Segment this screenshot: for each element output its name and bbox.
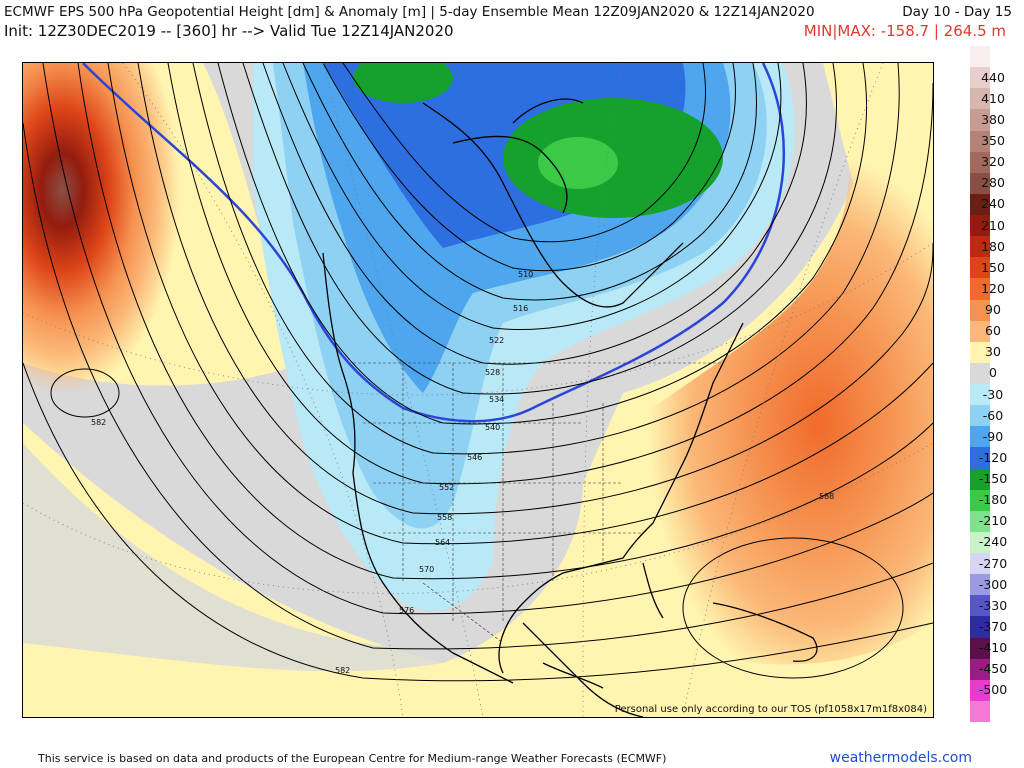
colorbar-label: 150 [981, 259, 1005, 275]
colorbar-swatch [970, 531, 990, 554]
anomaly-map: 582 510 516 522 528 534 540 546 552 558 … [22, 62, 934, 718]
contour-label: 516 [513, 304, 528, 313]
colorbar-label: 410 [981, 90, 1005, 106]
tos-note: Personal use only according to our TOS (… [614, 704, 927, 715]
colorbar-swatch [970, 679, 990, 702]
colorbar-swatch [970, 236, 990, 258]
colorbar-swatch [970, 468, 990, 491]
colorbar-swatch [970, 595, 990, 617]
colorbar-swatch [970, 616, 990, 638]
colorbar-swatch [970, 510, 990, 533]
contour-label: 546 [467, 453, 482, 462]
positive-anomaly-east [553, 63, 933, 665]
coastlines [322, 98, 818, 717]
contour-label: 552 [439, 483, 454, 492]
negative-anomaly-peak [538, 137, 618, 189]
colorbar-swatch [970, 172, 990, 195]
colorbar-swatch [970, 405, 990, 427]
colorbar-label: -300 [978, 576, 1008, 592]
colorbar-swatch [970, 341, 990, 364]
colorbar-label: 30 [985, 344, 1001, 360]
colorbar-swatch [970, 257, 990, 279]
contour-label: 570 [419, 565, 434, 574]
colorbar-swatch [970, 384, 990, 406]
negative-anomaly-core-north [353, 63, 453, 103]
contour-label: 522 [489, 336, 504, 345]
colorbar-label: 440 [981, 69, 1005, 85]
colorbar-swatch [970, 299, 990, 322]
positive-anomaly-west [23, 63, 285, 517]
colorbar-label: 350 [981, 133, 1005, 149]
colorbar-label: -370 [978, 618, 1008, 634]
colorbar-swatch [970, 278, 990, 300]
colorbar-swatch [970, 553, 990, 575]
colorbar-label: -180 [978, 492, 1008, 508]
colorbar-swatch [970, 215, 990, 237]
colorbar-label: -60 [982, 407, 1004, 423]
colorbar-label: -120 [978, 449, 1008, 465]
colorbar-label: 180 [981, 238, 1005, 254]
colorbar-legend: 440 410 380 350 320 280 240 210 180 150 120 90 60 30 0… [968, 46, 1018, 722]
min-max-readout: MIN|MAX: -158.7 | 264.5 m [803, 22, 1006, 40]
colorbar-label: -410 [978, 640, 1008, 656]
colorbar-swatch [970, 447, 990, 469]
colorbar-label: 60 [985, 323, 1001, 339]
map-canvas: 582 510 516 522 528 534 540 546 552 558 … [23, 63, 933, 717]
day-range: Day 10 - Day 15 [902, 4, 1012, 20]
contour-labels: 582 510 516 522 528 534 540 546 552 558 … [91, 270, 834, 675]
zero-anomaly-line [82, 63, 786, 423]
colorbar-swatch [970, 151, 990, 174]
height-contours [23, 63, 933, 682]
contour-label: 582 [335, 666, 350, 675]
colorbar-swatch [970, 637, 990, 660]
colorbar-label: 210 [981, 217, 1005, 233]
colorbar-label: 280 [981, 175, 1005, 191]
colorbar-label: -210 [978, 513, 1008, 529]
contour-label: 510 [518, 270, 533, 279]
contour-label: 576 [399, 606, 414, 615]
contour-label: 582 [91, 418, 106, 427]
colorbar-label: 120 [981, 280, 1005, 296]
colorbar-label: 380 [981, 111, 1005, 127]
colorbar-swatch [970, 130, 990, 153]
colorbar-label: -150 [978, 471, 1008, 487]
colorbar-swatch [970, 46, 990, 68]
colorbar-label: 320 [981, 154, 1005, 170]
colorbar-label: -30 [982, 386, 1004, 402]
footer-note: This service is based on data and produc… [38, 752, 667, 765]
colorbar-label: -500 [978, 682, 1008, 698]
colorbar-swatch [970, 67, 990, 89]
contour-label: 558 [437, 513, 452, 522]
site-link[interactable]: weathermodels.com [829, 750, 972, 766]
contour-label: 528 [485, 368, 500, 377]
colorbar-swatch [970, 658, 990, 681]
neutral-anomaly-southwest [23, 443, 483, 672]
colorbar-swatch [970, 320, 990, 343]
chart-title: ECMWF EPS 500 hPa Geopotential Height [d… [4, 4, 815, 20]
colorbar-label: -270 [978, 555, 1008, 571]
colorbar-label: 90 [985, 302, 1001, 318]
colorbar-label: 0 [989, 365, 997, 381]
contour-label: 540 [485, 423, 500, 432]
init-valid-line: Init: 12Z30DEC2019 -- [360] hr --> Valid… [4, 22, 454, 40]
colorbar-label: -90 [982, 428, 1004, 444]
colorbar-label: -450 [978, 661, 1008, 677]
contour-label: 534 [489, 395, 504, 404]
contour-label: 588 [819, 492, 834, 501]
graticule [23, 63, 933, 717]
colorbar-swatch [970, 362, 990, 385]
colorbar-label: -240 [978, 534, 1008, 550]
colorbar-label: -330 [978, 597, 1008, 613]
colorbar-swatch [970, 574, 990, 596]
colorbar-swatch [970, 700, 990, 722]
colorbar-swatch [970, 193, 990, 216]
colorbar-swatch [970, 489, 990, 512]
colorbar-swatch [970, 109, 990, 131]
colorbar-swatch [970, 426, 990, 448]
contour-label: 564 [435, 538, 450, 547]
colorbar-label: 240 [981, 196, 1005, 212]
colorbar-swatch [970, 88, 990, 110]
political-borders [353, 362, 723, 644]
